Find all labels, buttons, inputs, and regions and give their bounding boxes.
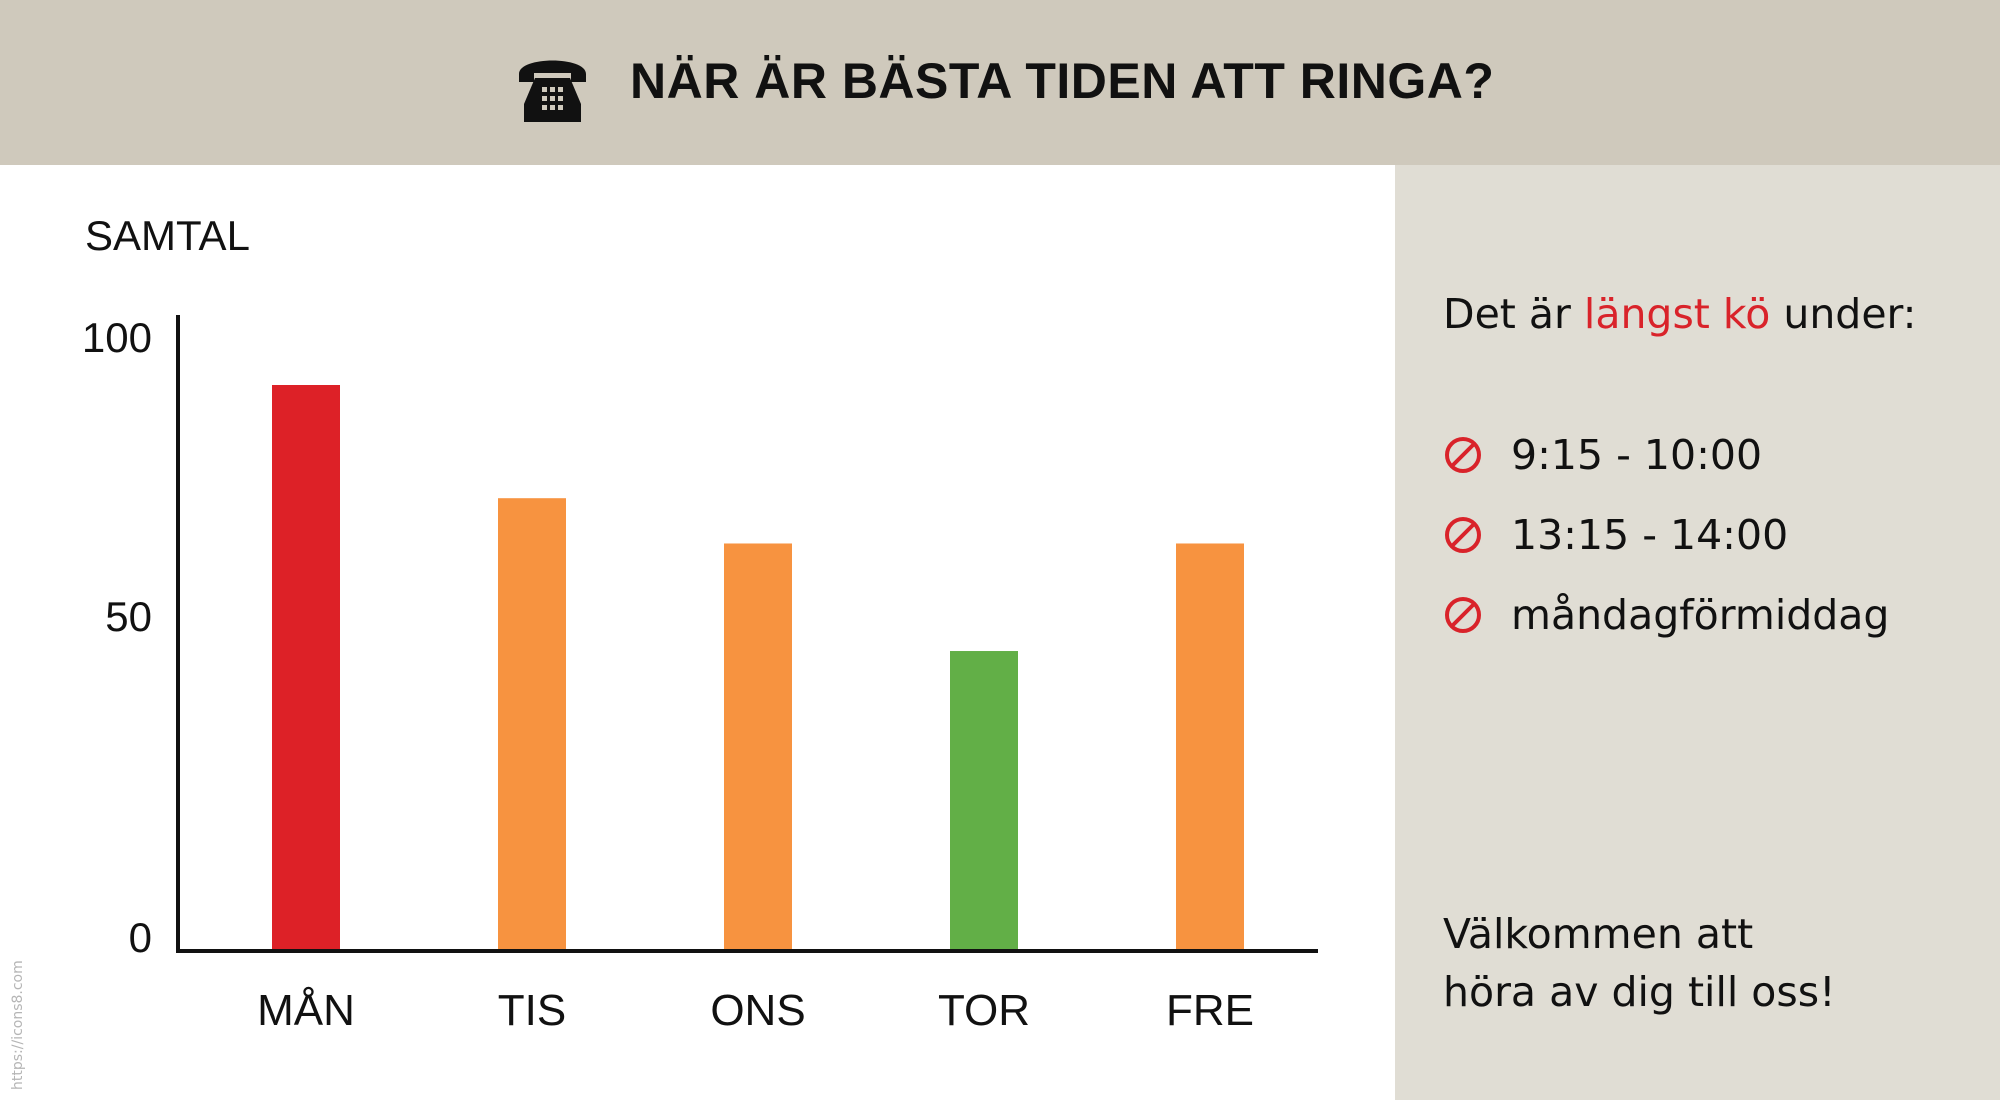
bar-2 (724, 543, 792, 951)
no-entry-icon (1445, 437, 1481, 473)
info-sidebar: Det är längst kö under: 9:15 - 10:00 13:… (1395, 165, 2000, 1100)
x-tick-label: TIS (498, 986, 566, 1035)
bar-3 (950, 651, 1018, 951)
queue-time-text: måndagförmiddag (1511, 591, 1890, 639)
heading-post: under: (1770, 290, 1917, 338)
y-tick-label: 100 (82, 314, 152, 361)
queue-time-text: 9:15 - 10:00 (1511, 431, 1763, 479)
queue-time-text: 13:15 - 14:00 (1511, 511, 1789, 559)
x-tick-label: TOR (938, 986, 1030, 1035)
y-tick-label: 50 (105, 593, 152, 640)
x-tick-label: FRE (1166, 986, 1254, 1035)
telephone-icon (519, 60, 586, 122)
bar-chart: SAMTAL MÅN TIS ONS TOR FRE 0 50 100 (82, 212, 1318, 1035)
welcome-line-2: höra av dig till oss! (1443, 968, 1836, 1016)
y-tick-label: 0 (129, 914, 152, 961)
no-entry-icon (1445, 597, 1481, 633)
x-tick-label: ONS (710, 986, 805, 1035)
welcome-message: Välkommen att höra av dig till oss! (1443, 905, 1836, 1021)
bar-1 (498, 498, 566, 951)
x-tick-label: MÅN (257, 986, 355, 1035)
heading-accent: längst kö (1583, 290, 1771, 338)
welcome-line-1: Välkommen att (1443, 910, 1754, 958)
chart-area: SAMTAL MÅN TIS ONS TOR FRE 0 50 100 (0, 165, 1395, 1100)
heading-pre: Det är (1443, 290, 1584, 338)
bar-4 (1176, 543, 1244, 951)
bar-0 (272, 385, 340, 951)
no-entry-icon (1445, 517, 1481, 553)
credit-text: https://icons8.com (10, 960, 26, 1090)
header-bar: NÄR ÄR BÄSTA TIDEN ATT RINGA? (0, 0, 2000, 165)
queue-heading: Det är längst kö under: (1443, 290, 1917, 338)
y-axis-label: SAMTAL (85, 212, 250, 259)
page-title: NÄR ÄR BÄSTA TIDEN ATT RINGA? (630, 53, 1495, 109)
